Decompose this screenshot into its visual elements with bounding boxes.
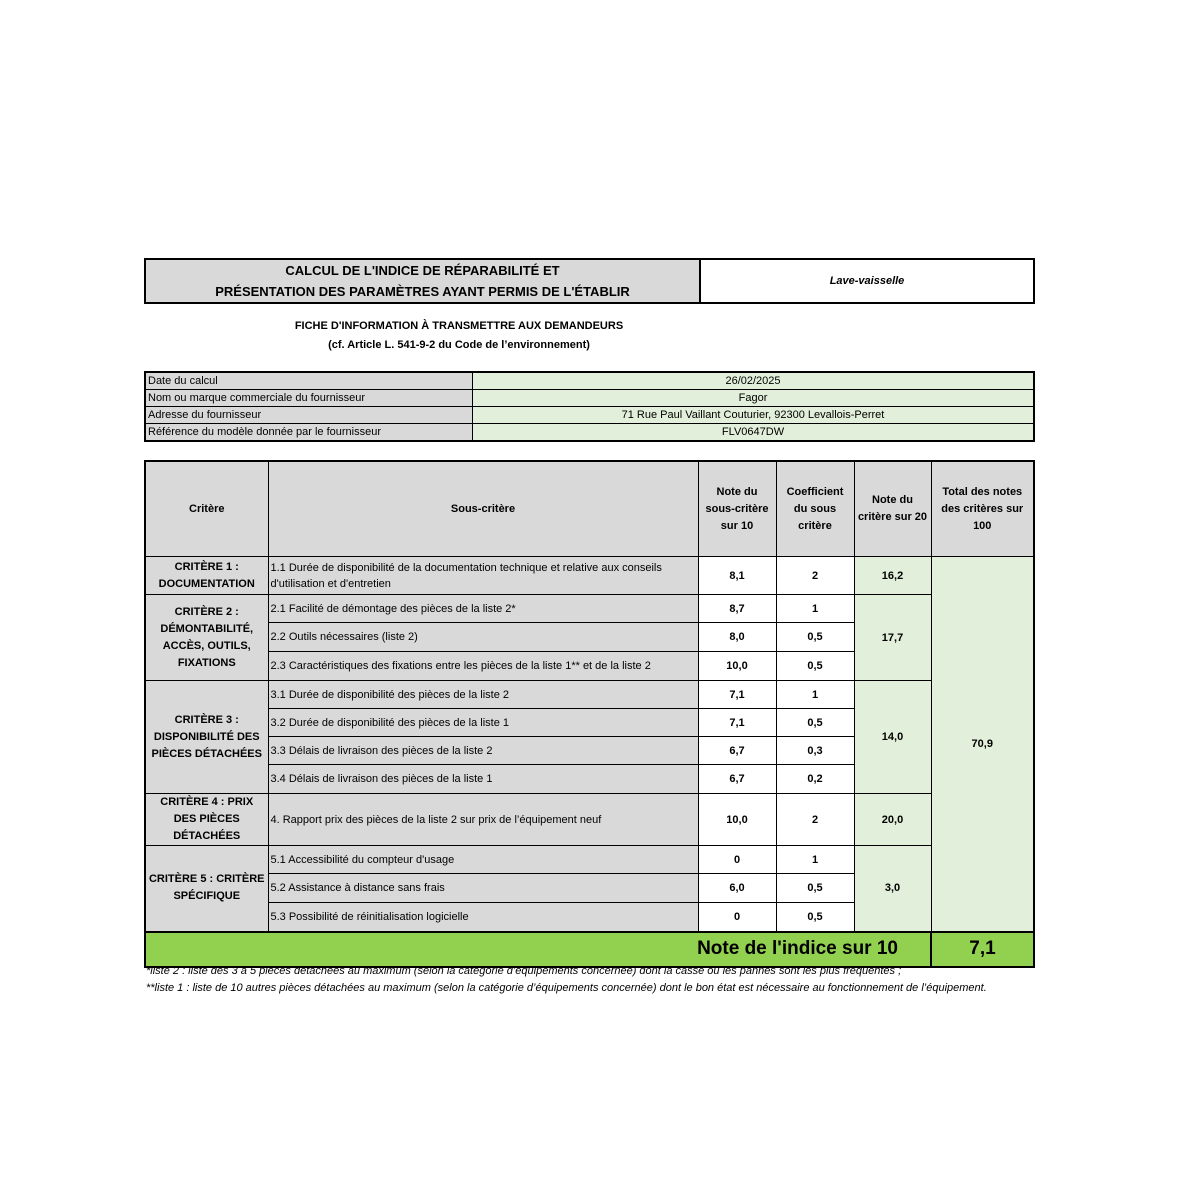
sub-criterion-note: 8,7 <box>697 594 777 623</box>
info-label: Adresse du fournisseur <box>144 406 473 424</box>
info-value: FLV0647DW <box>472 423 1035 442</box>
column-header: Sous-critère <box>267 460 699 557</box>
sub-criterion-coefficient: 1 <box>775 845 855 874</box>
sub-criterion-label: 1.1 Durée de disponibilité de la documen… <box>267 556 699 595</box>
sub-criterion-note: 10,0 <box>697 793 777 846</box>
index-value: 7,1 <box>930 930 1035 968</box>
criterion-label: CRITÈRE 2 : DÉMONTABILITÉ, ACCÈS, OUTILS… <box>144 594 269 681</box>
criterion-score-20: 17,7 <box>853 594 932 681</box>
criterion-score-20: 3,0 <box>853 845 932 932</box>
product-category: Lave-vaisselle <box>829 275 905 287</box>
sub-criterion-note: 6,0 <box>697 873 777 903</box>
column-header: Critère <box>144 460 269 557</box>
sub-criterion-note: 6,7 <box>697 764 777 794</box>
info-label: Référence du modèle donnée par le fourni… <box>144 423 473 442</box>
info-label: Date du calcul <box>144 371 473 390</box>
sub-criterion-label: 2.2 Outils nécessaires (liste 2) <box>267 622 699 652</box>
sub-criterion-note: 8,1 <box>697 556 777 595</box>
sub-criterion-note: 0 <box>697 902 777 932</box>
footnote-liste-2: *liste 2 : liste des 3 à 5 pièces détach… <box>146 965 902 977</box>
sub-criterion-label: 4. Rapport prix des pièces de la liste 2… <box>267 793 699 846</box>
index-label: Note de l'indice sur 10 <box>144 930 932 968</box>
info-row: Date du calcul 26/02/2025 <box>144 371 1035 390</box>
table-row: 5.2 Assistance à distance sans frais 6,0 0… <box>145 873 1034 903</box>
title-line-2: PRÉSENTATION DES PARAMÈTRES AYANT PERMIS… <box>215 284 630 299</box>
sub-criterion-note: 7,1 <box>697 680 777 709</box>
sub-criterion-coefficient: 0,5 <box>775 622 855 652</box>
table-row: 3.3 Délais de livraison des pièces de la… <box>145 736 1034 765</box>
sub-criterion-label: 2.3 Caractéristiques des fixations entre… <box>267 651 699 681</box>
supplier-info-table: Date du calcul 26/02/2025 Nom ou marque co… <box>144 371 1035 442</box>
sub-criterion-coefficient: 0,5 <box>775 873 855 903</box>
table-row: 2.3 Caractéristiques des fixations entre… <box>145 651 1034 681</box>
criterion-label: CRITÈRE 1 : DOCUMENTATION <box>144 556 269 595</box>
criterion-label: CRITÈRE 3 : DISPONIBILITÉ DES PIÈCES DÉT… <box>144 680 269 794</box>
criterion-label: CRITÈRE 5 : CRITÈRE SPÉCIFIQUE <box>144 845 269 932</box>
footnote-liste-1: **liste 1 : liste de 10 autres pièces dé… <box>146 982 987 994</box>
sub-criterion-coefficient: 2 <box>775 793 855 846</box>
sub-criterion-coefficient: 1 <box>775 680 855 709</box>
sub-criterion-coefficient: 0,5 <box>775 651 855 681</box>
criterion-score-20: 14,0 <box>853 680 932 794</box>
table-row: CRITÈRE 3 : DISPONIBILITÉ DES PIÈCES DÉT… <box>144 680 1034 794</box>
table-row: CRITÈRE 5 : CRITÈRE SPÉCIFIQUE 5.1 Access… <box>144 845 1034 932</box>
sub-criterion-note: 0 <box>697 845 777 874</box>
table-row: 3.4 Délais de livraison des pièces de la… <box>145 764 1034 794</box>
table-row: CRITÈRE 4 : PRIX DES PIÈCES DÉTACHÉES 4. … <box>144 793 1034 846</box>
title-line-1: CALCUL DE L'INDICE DE RÉPARABILITÉ ET <box>285 263 560 278</box>
info-row: Nom ou marque commerciale du fournisseur… <box>144 389 1035 407</box>
index-row: Note de l'indice sur 10 7,1 <box>144 930 1035 968</box>
sub-criterion-label: 3.4 Délais de livraison des pièces de la… <box>267 764 699 794</box>
sub-criterion-label: 3.2 Durée de disponibilité des pièces de… <box>267 708 699 737</box>
criterion-label: CRITÈRE 4 : PRIX DES PIÈCES DÉTACHÉES <box>144 793 269 846</box>
sub-criterion-label: 2.1 Facilité de démontage des pièces de … <box>267 594 699 623</box>
repairability-table: Critère Sous-critère Note du sous-critère … <box>144 460 1035 968</box>
sub-criterion-coefficient: 1 <box>775 594 855 623</box>
info-row: Adresse du fournisseur 71 Rue Paul Vailla… <box>144 406 1035 424</box>
sub-criterion-coefficient: 0,3 <box>775 736 855 765</box>
sub-criterion-note: 6,7 <box>697 736 777 765</box>
info-label: Nom ou marque commerciale du fournisseur <box>144 389 473 407</box>
info-row: Référence du modèle donnée par le fourni… <box>144 423 1035 442</box>
column-header: Note du sous-critère sur 10 <box>697 460 777 557</box>
sub-criterion-note: 7,1 <box>697 708 777 737</box>
criterion-score-20: 16,2 <box>853 556 932 595</box>
table-row: CRITÈRE 2 : DÉMONTABILITÉ, ACCÈS, OUTILS… <box>144 594 1034 681</box>
document-title: CALCUL DE L'INDICE DE RÉPARABILITÉ ET PRÉ… <box>146 260 701 302</box>
sub-criterion-coefficient: 0,2 <box>775 764 855 794</box>
criterion-score-20: 20,0 <box>853 793 932 846</box>
sub-criterion-label: 5.2 Assistance à distance sans frais <box>267 873 699 903</box>
sub-criterion-label: 3.1 Durée de disponibilité des pièces de… <box>267 680 699 709</box>
table-row: 5.3 Possibilité de réinitialisation logi… <box>145 902 1034 932</box>
table-row: CRITÈRE 1 : DOCUMENTATION 1.1 Durée de di… <box>144 556 1035 932</box>
sub-criterion-coefficient: 2 <box>775 556 855 595</box>
column-header: Note du critère sur 20 <box>853 460 932 557</box>
document-header: CALCUL DE L'INDICE DE RÉPARABILITÉ ET PRÉ… <box>144 258 1035 304</box>
subtitle-line-2: (cf. Article L. 541-9-2 du Code de l’env… <box>328 339 590 351</box>
info-value: 71 Rue Paul Vaillant Couturier, 92300 Le… <box>472 406 1035 424</box>
footnotes: *liste 2 : liste des 3 à 5 pièces détach… <box>146 963 1016 997</box>
sub-criterion-label: 3.3 Délais de livraison des pièces de la… <box>267 736 699 765</box>
sub-criterion-note: 8,0 <box>697 622 777 652</box>
sub-criterion-label: 5.1 Accessibilité du compteur d'usage <box>267 845 699 874</box>
info-value: Fagor <box>472 389 1035 407</box>
total-score-100: 70,9 <box>930 556 1035 932</box>
column-header: Total des notes des critères sur 100 <box>930 460 1035 557</box>
table-row: 2.2 Outils nécessaires (liste 2) 8,0 0,5 <box>145 622 1034 652</box>
sub-criterion-coefficient: 0,5 <box>775 708 855 737</box>
info-value: 26/02/2025 <box>472 371 1035 390</box>
sub-criterion-note: 10,0 <box>697 651 777 681</box>
column-header: Coefficient du sous critère <box>775 460 855 557</box>
table-row: 3.2 Durée de disponibilité des pièces de… <box>145 708 1034 737</box>
sub-criterion-coefficient: 0,5 <box>775 902 855 932</box>
sub-criterion-label: 5.3 Possibilité de réinitialisation logi… <box>267 902 699 932</box>
subtitle-line-1: FICHE D'INFORMATION À TRANSMETTRE AUX DE… <box>294 320 624 332</box>
